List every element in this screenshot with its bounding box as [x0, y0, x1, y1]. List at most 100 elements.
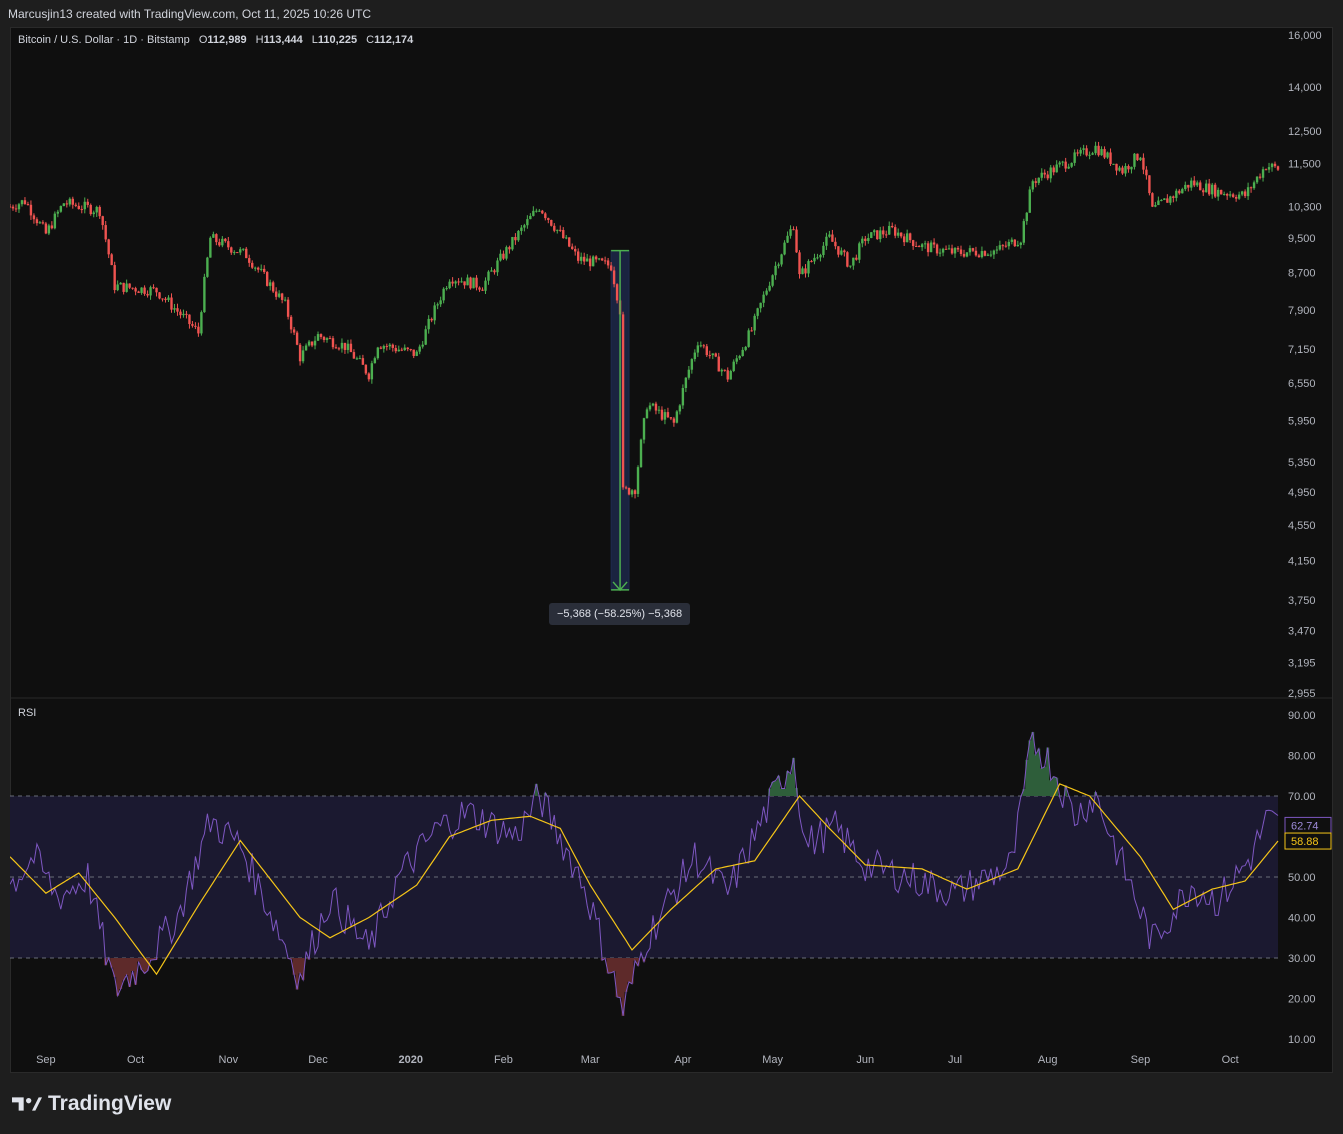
- rsi-ma-line: [10, 783, 1279, 976]
- candle-body: [609, 265, 613, 271]
- candle-body: [693, 352, 697, 360]
- attribution: Marcusjin13 created with TradingView.com…: [8, 7, 372, 21]
- candle-body: [953, 247, 957, 254]
- x-tick-label-3: Dec: [308, 1054, 328, 1066]
- candle-body: [161, 298, 164, 300]
- candle-body: [1199, 182, 1202, 191]
- x-tick-label-2: Nov: [219, 1054, 239, 1066]
- candle-body: [1205, 183, 1208, 193]
- candle-body: [295, 332, 299, 345]
- candle-body: [1070, 162, 1073, 167]
- candle-body: [1016, 244, 1020, 247]
- candle-body: [750, 330, 753, 332]
- candle-body: [789, 229, 792, 236]
- candle-body: [508, 247, 511, 250]
- candle-body: [1058, 162, 1061, 165]
- rsi-title[interactable]: RSI: [18, 707, 37, 719]
- candle-body: [35, 219, 39, 224]
- candle-body: [852, 257, 855, 266]
- low-label: L: [311, 34, 318, 46]
- candle-body: [1172, 196, 1175, 198]
- candle-body: [155, 287, 158, 293]
- candle-body: [1034, 181, 1037, 183]
- candle-body: [681, 388, 685, 406]
- candle-body: [660, 409, 664, 420]
- candle-body: [1231, 194, 1235, 197]
- candle-body: [858, 243, 861, 260]
- rsi-tick-label-5: 40.00: [1288, 913, 1316, 925]
- candle-body: [1019, 242, 1023, 245]
- candle-body: [245, 248, 248, 259]
- rsi-tick-label-8: 10.00: [1288, 1034, 1316, 1046]
- price-tick-label-18: 2,955: [1288, 688, 1316, 700]
- candle-body: [1243, 191, 1247, 197]
- candle-body: [588, 258, 592, 267]
- tradingview-brand[interactable]: TradingView: [12, 1092, 171, 1116]
- price-tick-label-17: 3,195: [1288, 658, 1316, 670]
- price-tick-label-4: 10,300: [1288, 202, 1322, 214]
- candle-body: [947, 248, 951, 250]
- candle-body: [696, 345, 700, 353]
- candle-body: [1043, 172, 1046, 175]
- candle-body: [594, 256, 598, 260]
- price-tick-label-2: 12,500: [1288, 126, 1322, 138]
- candle-body: [648, 405, 652, 410]
- candle-body: [439, 300, 442, 305]
- rsi-value-text: 62.74: [1291, 820, 1319, 832]
- candle-body: [1013, 239, 1017, 247]
- candle-body: [1055, 164, 1058, 173]
- candle-body: [1264, 169, 1268, 171]
- candle-body: [526, 219, 529, 226]
- candle-body: [798, 252, 801, 275]
- chart-svg[interactable]: 16,000 14,000 12,500 11,500 10,300 9,500 8,700…: [10, 27, 1333, 1073]
- candle-body: [62, 203, 66, 207]
- candle-body: [209, 237, 212, 258]
- price-tick-label-15: 3,750: [1288, 595, 1316, 607]
- symbol-title[interactable]: Bitcoin / U.S. Dollar · 1D · Bitstamp: [18, 34, 190, 46]
- candle-body: [107, 239, 110, 255]
- candle-body: [1211, 184, 1214, 195]
- candle-body: [1234, 196, 1238, 199]
- candle-body: [98, 206, 101, 217]
- candle-body: [846, 252, 849, 267]
- candle-body: [1127, 166, 1130, 170]
- candle-body: [864, 238, 867, 241]
- candle-body: [283, 299, 287, 301]
- candle-body: [621, 314, 625, 488]
- candle-body: [292, 329, 296, 333]
- candle-body: [337, 348, 341, 350]
- candle-body: [1112, 163, 1115, 165]
- candle-body: [68, 198, 72, 205]
- candle-body: [490, 270, 493, 272]
- rsi-tick-label-6: 30.00: [1288, 953, 1316, 965]
- candle-body: [280, 293, 284, 300]
- candle-body: [831, 234, 834, 242]
- candle-body: [1136, 153, 1139, 161]
- candle-body: [463, 281, 466, 286]
- candle-body: [391, 344, 394, 348]
- candle-body: [777, 264, 780, 266]
- candle-body: [358, 358, 362, 360]
- candle-body: [475, 277, 478, 288]
- candle-body: [591, 256, 595, 267]
- candle-body: [914, 246, 918, 248]
- candle-body: [116, 284, 119, 291]
- candle-body: [224, 238, 227, 242]
- candle-body: [271, 282, 275, 292]
- candle-body: [639, 439, 643, 468]
- candle-body: [1181, 189, 1184, 194]
- candle-body: [986, 254, 990, 256]
- candle-body: [349, 343, 353, 353]
- candle-body: [83, 201, 86, 210]
- candle-body: [17, 204, 21, 210]
- candle-body: [415, 351, 418, 356]
- candle-body: [574, 248, 577, 252]
- open-label: O: [198, 34, 208, 46]
- candle-body: [1028, 189, 1031, 213]
- candle-body: [346, 343, 350, 350]
- candle-body: [176, 308, 179, 312]
- candle-body: [950, 248, 954, 254]
- candle-body: [759, 302, 762, 309]
- price-tick-label-3: 11,500: [1288, 159, 1321, 171]
- candle-body: [1240, 191, 1244, 195]
